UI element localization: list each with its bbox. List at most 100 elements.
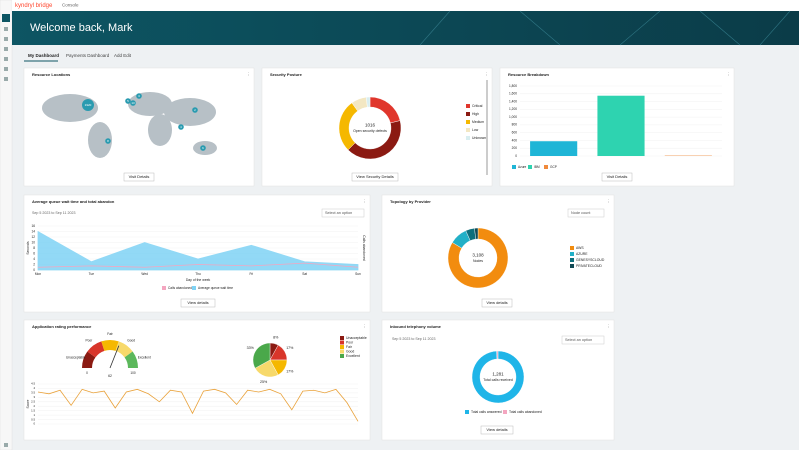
x-tick-label: Thu [195, 272, 201, 276]
date-range: Sep 5 2023 to Sep 11 2023 [392, 337, 436, 341]
slice-label: 33% [247, 346, 255, 350]
button[interactable] [601, 172, 633, 182]
slice-label: 17% [286, 370, 294, 374]
button[interactable] [351, 172, 399, 182]
nav-icons[interactable] [4, 27, 8, 447]
legend-swatch [466, 128, 470, 132]
dropdown[interactable] [321, 208, 365, 218]
y-tick-label: 0.5 [31, 417, 35, 421]
button[interactable] [180, 298, 216, 308]
map-marker[interactable] [105, 138, 111, 144]
x-axis-title: Day of the week [186, 278, 211, 282]
legend-swatch [466, 136, 470, 140]
button-label[interactable]: View details [187, 300, 208, 305]
legend-label: AWS [576, 246, 584, 250]
slice-label: 8% [273, 336, 279, 340]
dropdown[interactable] [567, 208, 605, 218]
slice [471, 350, 525, 404]
card-menu[interactable]: ⋮ [362, 199, 367, 204]
x-tick-label: Sun [355, 272, 361, 276]
dropdown-label[interactable]: Select an option [325, 211, 352, 215]
button-label[interactable]: View details [486, 427, 507, 432]
y2-axis-title: Calls abandoned [362, 235, 366, 261]
card-menu[interactable]: ⋮ [606, 324, 611, 329]
slice [496, 350, 499, 360]
bar [597, 95, 645, 156]
y-tick-label: 12 [31, 235, 35, 239]
button[interactable] [123, 172, 155, 182]
map-marker[interactable] [82, 99, 94, 111]
button-label[interactable]: View Security Details [356, 174, 394, 179]
greeting: Welcome back, Mark [30, 22, 133, 34]
card-menu[interactable]: ⋮ [246, 72, 251, 77]
nav-home[interactable] [2, 14, 10, 22]
y-tick-label: 14 [31, 229, 35, 233]
tab[interactable]: Add Edit [114, 53, 132, 58]
card-menu[interactable]: ⋮ [362, 324, 367, 329]
button[interactable] [480, 425, 514, 435]
map-marker[interactable] [130, 100, 136, 106]
marker-label: 6 [202, 146, 204, 150]
date-range: Sep 5 2023 to Sep 11 2023 [32, 211, 76, 215]
gauge-label: Fair [107, 332, 113, 336]
dropdown-label[interactable]: Node count [571, 211, 591, 215]
card-menu[interactable]: ⋮ [726, 72, 731, 77]
button[interactable] [481, 298, 513, 308]
legend-label: GENESYSCLOUD [576, 258, 605, 262]
legend-label: Excellent [346, 354, 360, 358]
button-label[interactable]: View details [486, 300, 507, 305]
sidebar [0, 0, 13, 450]
card-menu[interactable]: ⋮ [484, 72, 489, 77]
legend-swatch [512, 165, 516, 169]
legend-label: Poor [346, 340, 354, 344]
marker-label: 5 [127, 99, 129, 103]
legend-swatch [528, 165, 532, 169]
y-tick-label: 1.5 [31, 408, 35, 412]
tab[interactable]: My Dashboard [28, 53, 59, 58]
legend-label: GCP [550, 165, 557, 169]
legend-swatch [162, 286, 166, 290]
y-tick-label: 16 [31, 224, 35, 228]
banner [12, 11, 799, 45]
brand[interactable]: kyndryl bridge [15, 3, 53, 9]
y-tick-label: 3 [33, 395, 35, 399]
y-tick-label: 0 [515, 154, 517, 158]
card [261, 67, 493, 187]
y-tick-label: 1 [33, 413, 35, 417]
gauge-band [87, 341, 105, 358]
map-marker[interactable] [178, 124, 184, 130]
card-menu[interactable]: ⋮ [606, 199, 611, 204]
y-tick-label: 200 [512, 146, 518, 150]
legend-swatch [544, 165, 548, 169]
topbar [12, 0, 799, 11]
button-label[interactable]: Visit Details [607, 174, 628, 179]
line [37, 262, 359, 268]
button-label[interactable]: Visit Details [129, 174, 150, 179]
map-land [148, 114, 172, 146]
dropdown-label[interactable]: Select an option [565, 338, 592, 342]
legend-label: Total calls abandoned [509, 410, 542, 414]
y-tick-label: 600 [512, 131, 518, 135]
y-tick-label: 2.5 [31, 400, 35, 404]
map-marker[interactable] [136, 93, 142, 99]
map-marker[interactable] [200, 145, 206, 151]
tab[interactable]: Payments Dashboard [66, 53, 110, 58]
card-title: Topology by Provider [390, 199, 431, 204]
legend-swatch [465, 410, 469, 414]
y-tick-label: 6 [33, 251, 35, 255]
gauge-label: Good [127, 338, 135, 342]
marker-label: 2 [194, 108, 196, 112]
center-label: Nodes [473, 259, 483, 263]
x-tick-label: Mon [35, 272, 41, 276]
gauge-band [124, 351, 138, 368]
card-title: Resource Breakdown [508, 72, 549, 77]
banner-pattern [419, 10, 791, 46]
marker-label: 8 [107, 139, 109, 143]
dropdown[interactable] [561, 335, 605, 345]
y-tick-label: 1,600 [509, 92, 517, 96]
gauge-max: 100 [130, 371, 136, 375]
bar [530, 141, 578, 156]
map-marker[interactable] [125, 98, 131, 104]
map-marker[interactable] [192, 107, 198, 113]
